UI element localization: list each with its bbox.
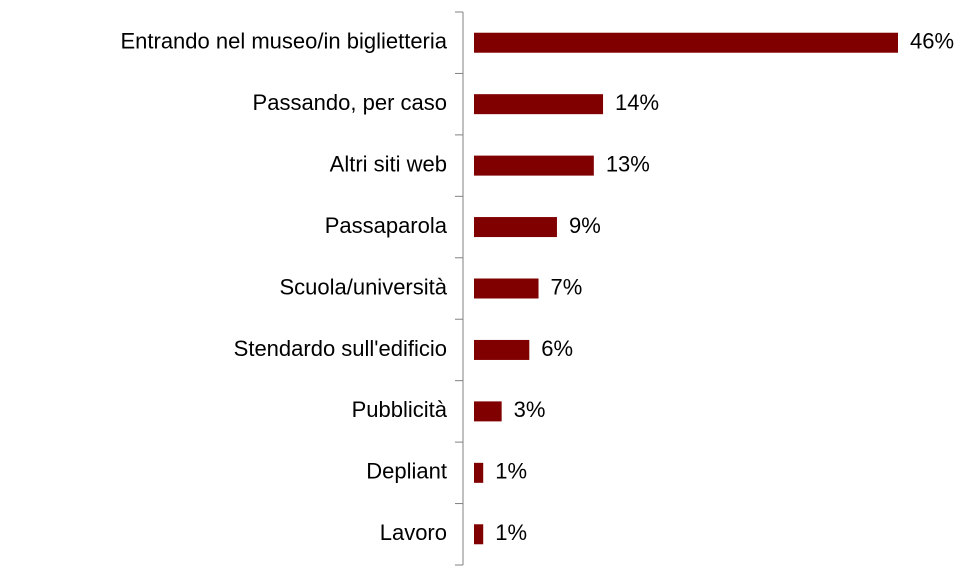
bar	[474, 217, 557, 238]
category-label: Passaparola	[325, 213, 448, 238]
category-label: Scuola/università	[279, 274, 447, 299]
bar	[474, 32, 898, 53]
bar	[474, 339, 530, 360]
value-label: 14%	[615, 90, 659, 115]
category-label: Entrando nel museo/in biglietteria	[120, 29, 447, 54]
value-label: 6%	[541, 336, 573, 361]
value-label: 46%	[910, 29, 954, 54]
bar	[474, 278, 539, 299]
value-label: 9%	[569, 213, 601, 238]
value-label: 3%	[514, 397, 546, 422]
category-label: Passando, per caso	[253, 90, 447, 115]
category-label: Stendardo sull'edificio	[234, 336, 447, 361]
category-label: Lavoro	[380, 520, 447, 545]
bar	[474, 94, 604, 115]
value-label: 7%	[551, 274, 583, 299]
bar	[474, 524, 484, 545]
bar	[474, 155, 594, 176]
bar	[474, 401, 502, 422]
value-label: 1%	[495, 520, 527, 545]
value-label: 1%	[495, 459, 527, 484]
value-label: 13%	[606, 151, 650, 176]
bar	[474, 462, 484, 483]
category-label: Pubblicità	[352, 397, 448, 422]
category-label: Depliant	[366, 459, 447, 484]
category-label: Altri siti web	[330, 151, 447, 176]
